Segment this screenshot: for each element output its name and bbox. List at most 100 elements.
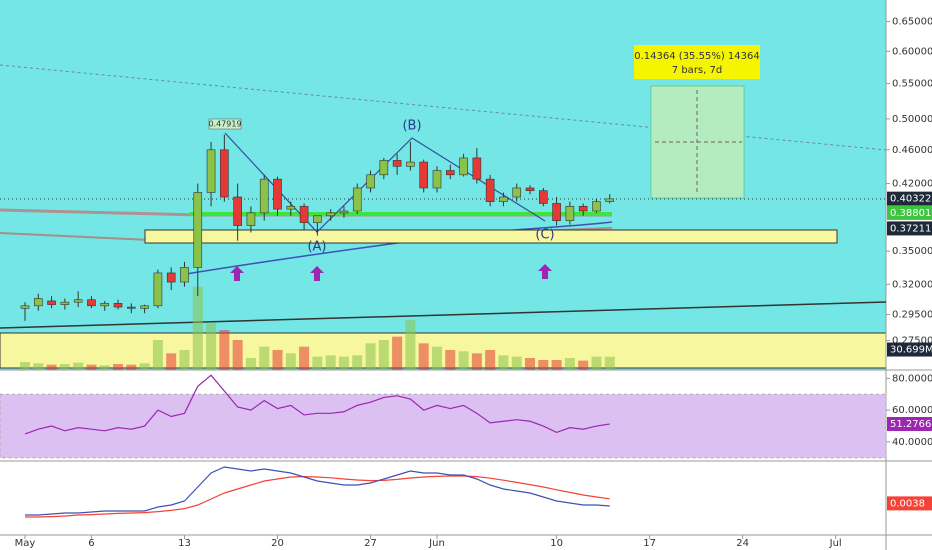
volume-bar	[272, 350, 283, 370]
volume-bar	[219, 330, 230, 370]
y-tick-label: 0.35000	[892, 246, 932, 257]
y-tick-label: 0.27500	[892, 336, 932, 347]
volume-bar	[471, 353, 482, 370]
volume-band	[0, 332, 887, 369]
candle-body	[472, 157, 482, 180]
volume-bar	[591, 356, 602, 370]
candle-body	[539, 190, 548, 204]
volume-bar	[299, 346, 310, 370]
volume-bar	[46, 364, 57, 370]
macd-label: 0.0038	[890, 498, 925, 509]
trend-line	[0, 301, 887, 329]
x-tick-label: Jun	[428, 538, 445, 549]
price-label-box	[887, 191, 932, 206]
x-tick-label: 24	[736, 538, 749, 549]
position-sublabel: 7 bars, 7d	[672, 65, 722, 76]
signal-line	[25, 475, 610, 518]
volume-bar	[511, 356, 522, 370]
volume-bar	[338, 356, 349, 370]
candle-body	[499, 196, 508, 202]
volume-bar	[365, 343, 376, 370]
candle-body	[73, 299, 83, 303]
volume-bar	[99, 365, 110, 370]
volume-label: 30.699M	[890, 345, 932, 356]
arrow	[310, 266, 324, 281]
volume-bar	[33, 363, 44, 370]
volume-bar	[525, 358, 536, 370]
price-label: 0.37211	[890, 223, 931, 234]
volume-bar	[431, 346, 442, 370]
candle-body	[379, 160, 389, 176]
volume-bar	[392, 336, 403, 370]
volume-bar	[152, 340, 163, 370]
rsi-label-box	[887, 417, 932, 432]
support-zone	[144, 229, 838, 244]
trend-line	[0, 64, 887, 151]
volume-bar	[206, 323, 217, 370]
annotation: 0.47919	[208, 120, 241, 129]
annotation: (A)	[307, 240, 326, 255]
candle-body	[432, 170, 442, 189]
candle-body	[153, 272, 163, 307]
position-label-box	[634, 45, 760, 79]
rsi-tick-label: 40.0000	[892, 437, 932, 448]
candle-body	[313, 215, 322, 223]
candle-body	[220, 149, 229, 198]
volume-bar	[564, 358, 575, 370]
x-tick-label: 10	[550, 538, 563, 549]
volume-bar	[179, 350, 190, 370]
price-label-box	[887, 205, 932, 220]
candle-body	[259, 178, 269, 214]
candle-body	[592, 201, 601, 212]
macd-label-box	[887, 496, 932, 511]
candle-body	[352, 187, 362, 212]
candle-body	[459, 157, 468, 176]
candle-body	[60, 301, 70, 305]
candle-body	[525, 187, 535, 191]
price-label: 0.38801	[890, 208, 931, 219]
volume-bar	[245, 358, 256, 370]
volume-bar	[538, 360, 549, 370]
x-tick-label: 13	[178, 538, 191, 549]
volume-bar	[59, 364, 70, 370]
y-tick-label: 0.46000	[892, 145, 932, 156]
volume-bar	[285, 353, 296, 370]
y-tick-label: 0.65000	[892, 17, 932, 28]
candle-body	[512, 187, 522, 198]
y-tick-label: 0.42000	[892, 179, 932, 190]
candle-body	[246, 212, 256, 226]
candle-body	[445, 170, 455, 176]
rsi-label: 51.2766	[890, 419, 931, 430]
candle-body	[366, 174, 375, 189]
volume-bar	[139, 363, 150, 370]
candle-body	[33, 298, 43, 307]
price-label-box	[887, 221, 932, 236]
volume-bar	[551, 360, 562, 370]
volume-bar	[259, 346, 270, 370]
x-tick-label: 20	[271, 538, 284, 549]
rsi-tick-label: 60.0000	[892, 405, 932, 416]
volume-bar	[20, 362, 30, 370]
arrows	[230, 264, 552, 281]
wave-lines	[224, 132, 546, 233]
volume-bar	[232, 340, 243, 370]
volume-bar	[312, 356, 323, 370]
volume-bar	[192, 286, 203, 370]
candle-body	[100, 303, 110, 307]
y-tick-label: 0.60000	[892, 46, 932, 57]
candle-body	[286, 205, 296, 210]
volume-bar	[578, 360, 589, 370]
x-tick-label: Jul	[829, 538, 842, 549]
annotation: (C)	[535, 228, 554, 243]
position-label: 0.14364 (35.55%) 14364	[634, 51, 759, 62]
candle-body	[485, 178, 495, 202]
volume-bar	[166, 353, 177, 370]
candle-body	[299, 205, 309, 223]
candle-body	[47, 300, 56, 305]
candle-body	[273, 178, 282, 210]
candle-body	[565, 205, 575, 221]
candle-body	[552, 203, 561, 221]
y-tick-label: 0.29500	[892, 310, 932, 321]
arrow	[230, 266, 244, 281]
